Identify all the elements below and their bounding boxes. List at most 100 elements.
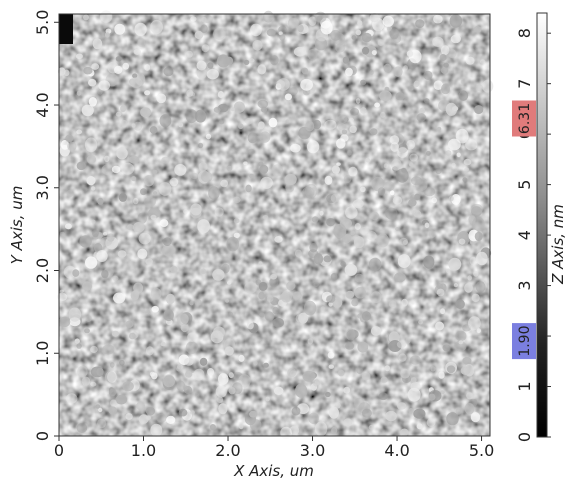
surface-grain	[475, 281, 486, 293]
surface-grain	[213, 106, 221, 113]
surface-grain	[476, 251, 488, 266]
surface-grain	[455, 128, 469, 144]
surface-grain	[359, 226, 370, 236]
surface-grain	[465, 139, 478, 151]
surface-grain	[217, 91, 224, 98]
surface-grain	[115, 394, 128, 405]
surface-grain	[361, 311, 371, 321]
surface-grain	[448, 195, 454, 202]
surface-grain	[474, 231, 483, 241]
surface-grain	[101, 164, 114, 176]
surface-grain	[371, 176, 385, 192]
surface-grain	[345, 290, 355, 299]
surface-grain	[431, 197, 438, 204]
surface-grain	[451, 162, 456, 168]
surface-grain	[348, 166, 358, 177]
surface-grain	[354, 273, 364, 283]
surface-grain	[196, 60, 207, 71]
surface-grain	[354, 223, 361, 230]
surface-grain	[225, 299, 230, 303]
surface-grain	[194, 299, 202, 306]
surface-grain	[395, 227, 400, 231]
surface-grain	[91, 86, 97, 90]
surface-grain	[266, 295, 274, 303]
surface-grain	[258, 281, 268, 291]
surface-grain	[131, 123, 136, 128]
surface-grain	[355, 29, 362, 36]
surface-grain	[212, 269, 225, 281]
surface-grain	[400, 428, 409, 437]
surface-grain	[385, 410, 397, 422]
surface-grain	[295, 383, 308, 398]
surface-grain	[307, 338, 314, 345]
surface-grain	[426, 150, 431, 156]
surface-grain	[303, 407, 308, 413]
surface-grain	[320, 20, 333, 35]
surface-grain	[401, 298, 408, 307]
surface-grain	[73, 340, 80, 346]
surface-grain	[265, 396, 270, 402]
surface-grain	[198, 142, 204, 149]
surface-grain	[470, 203, 483, 215]
surface-grain	[249, 58, 255, 63]
surface-grain	[245, 184, 252, 193]
surface-grain	[91, 63, 100, 70]
surface-grain	[309, 242, 318, 253]
surface-grain	[307, 49, 318, 60]
surface-grain	[260, 106, 268, 113]
surface-grain	[370, 211, 380, 221]
surface-grain	[272, 306, 279, 315]
surface-grain	[460, 366, 471, 375]
surface-grain	[137, 248, 148, 259]
surface-grain	[185, 341, 198, 355]
surface-grain	[365, 157, 371, 163]
surface-grain	[450, 34, 461, 44]
surface-grain	[276, 79, 286, 89]
surface-grain	[331, 165, 340, 174]
surface-grain	[291, 406, 301, 416]
surface-grain	[326, 218, 336, 227]
surface-grain	[397, 402, 407, 410]
y-axis-ticks: 0 1.0 2.0 3.0 4.0 5.0	[33, 10, 59, 441]
surface-grain	[392, 196, 403, 205]
surface-grain	[72, 269, 80, 277]
surface-grain	[311, 187, 316, 192]
surface-grain	[340, 134, 349, 142]
surface-grain	[81, 104, 94, 117]
range-marker-high[interactable]: 6.31	[512, 100, 536, 137]
range-marker-low[interactable]: 1.90	[512, 323, 536, 360]
surface-grain	[258, 261, 263, 266]
surface-grain	[161, 156, 170, 164]
surface-grain	[58, 316, 71, 328]
surface-grain	[440, 308, 446, 315]
surface-grain	[320, 181, 325, 185]
surface-grain	[140, 188, 147, 196]
surface-grain	[388, 300, 397, 308]
surface-grain	[462, 177, 468, 182]
surface-grain	[226, 236, 240, 252]
surface-grain	[243, 161, 248, 165]
surface-grain	[397, 254, 411, 269]
surface-grain	[145, 258, 153, 265]
surface-grain	[156, 93, 167, 104]
surface-grain	[216, 396, 224, 404]
z-tick-label: 3	[515, 280, 534, 290]
surface-grain	[230, 107, 236, 112]
surface-grain	[360, 79, 367, 86]
surface-grain	[443, 62, 449, 68]
surface-grain	[152, 169, 158, 175]
surface-grain	[366, 231, 377, 241]
surface-grain	[351, 299, 359, 307]
surface-grain	[374, 102, 380, 108]
surface-grain	[313, 253, 324, 265]
z-axis-label: Z Axis, nm	[549, 204, 566, 285]
surface-grain	[228, 372, 234, 379]
surface-grain	[238, 374, 251, 388]
surface-grain	[432, 36, 444, 47]
surface-grain	[150, 214, 157, 220]
surface-grain	[92, 38, 103, 50]
surface-grain	[102, 344, 115, 355]
surface-grain	[84, 137, 98, 153]
surface-grain	[369, 128, 378, 136]
surface-grain	[145, 346, 154, 356]
